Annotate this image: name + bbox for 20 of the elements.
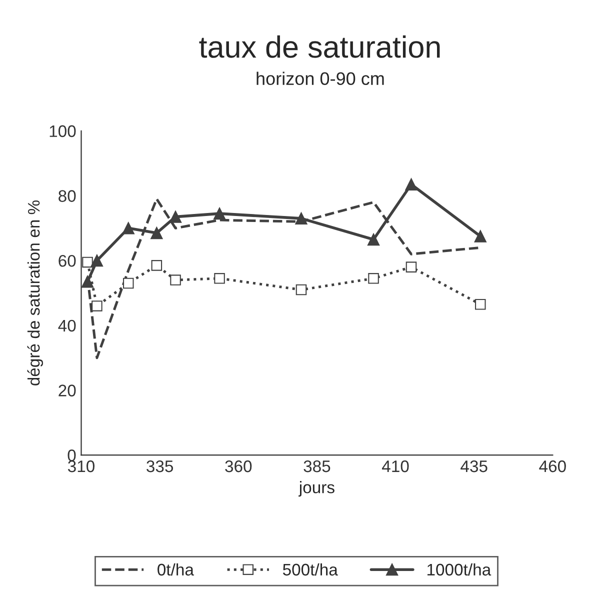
y-tick-label: 20 [58, 384, 76, 396]
chart-subtitle: horizon 0-90 cm [256, 72, 384, 86]
x-tick-label: 410 [382, 460, 409, 472]
x-tick-label: 310 [68, 460, 94, 472]
legend-label: 1000t/ha [428, 563, 492, 576]
legend-label: 0t/ha [158, 563, 194, 576]
y-axis-title: dégré de saturation en % [27, 200, 44, 386]
x-axis-title: jours [298, 481, 334, 497]
x-tick-label: 360 [225, 460, 252, 472]
y-tick-label: 100 [50, 125, 76, 138]
legend-label: 500t/ha [282, 563, 338, 576]
x-tick-label: 385 [304, 460, 330, 472]
x-tick-label: 460 [539, 460, 566, 472]
x-tick-label: 435 [460, 460, 488, 472]
y-tick-label: 80 [58, 190, 76, 202]
chart-title: taux de saturation [199, 35, 440, 58]
y-tick-label: 0 [68, 450, 76, 462]
x-tick-label: 335 [146, 460, 174, 472]
y-tick-label: 40 [58, 320, 76, 332]
y-tick-label: 60 [58, 254, 76, 267]
